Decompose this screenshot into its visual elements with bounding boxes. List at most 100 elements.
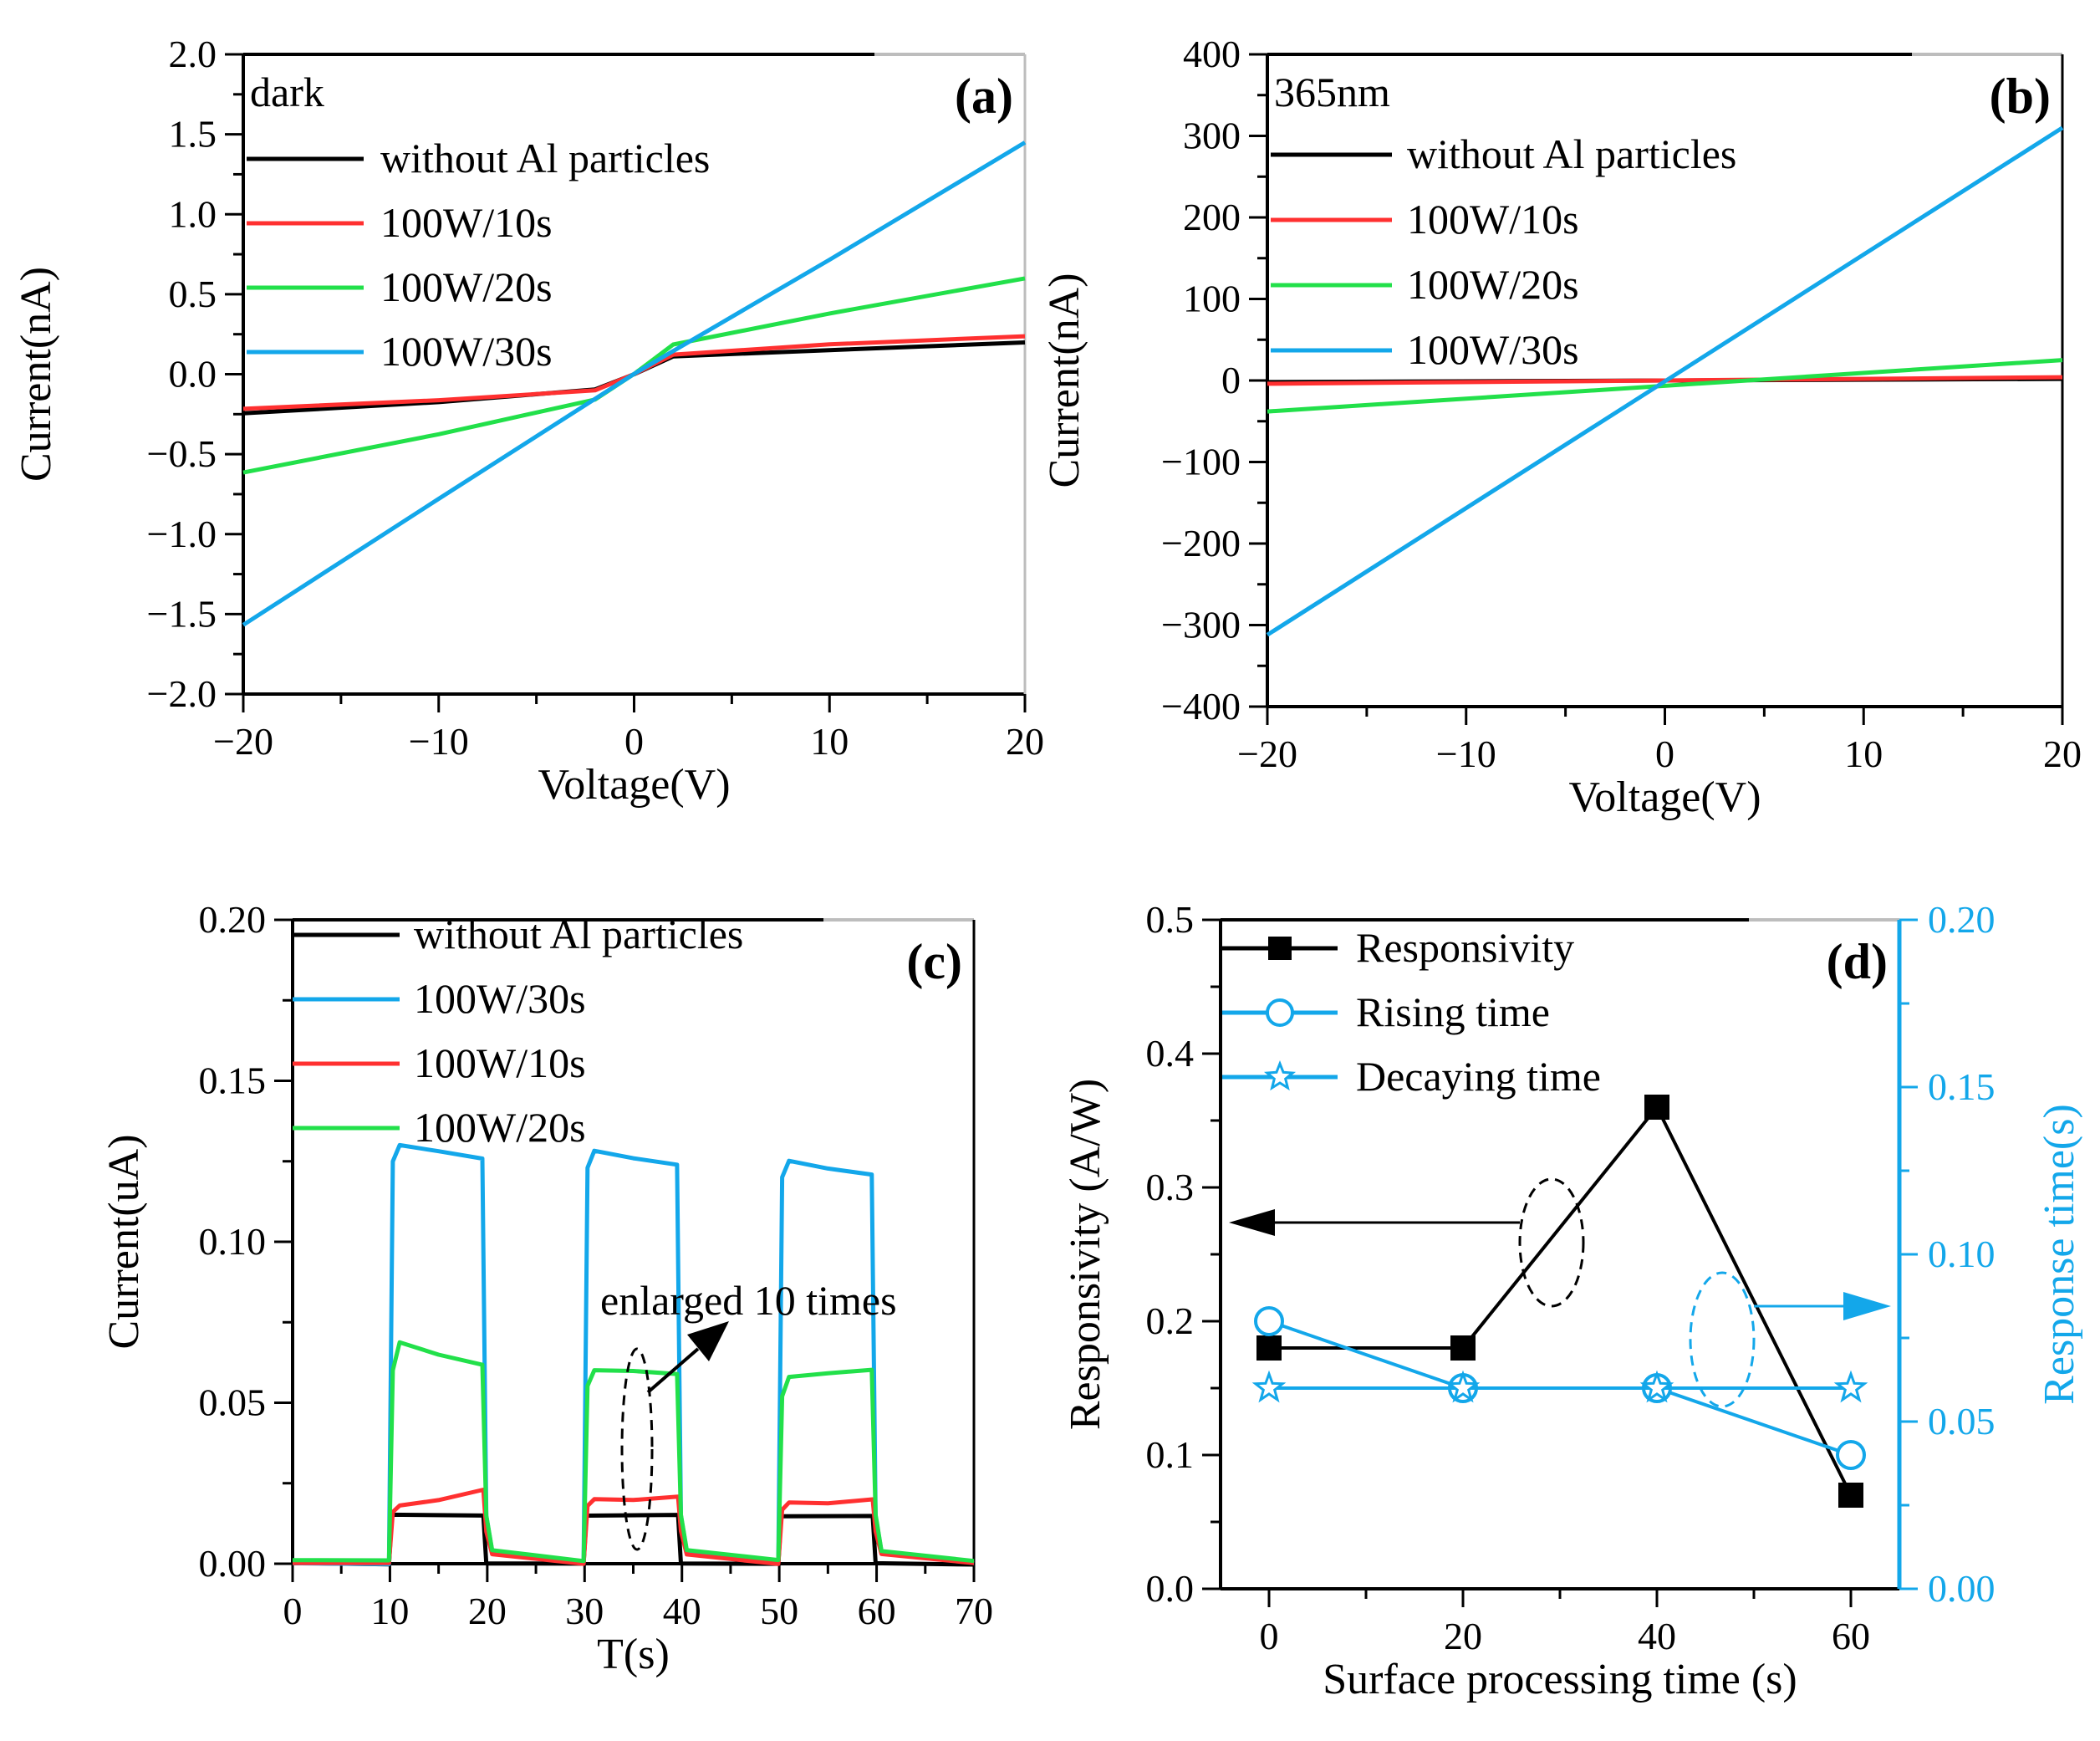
- legend-label: 100W/20s: [414, 1104, 586, 1151]
- x-tick-label: 20: [2043, 733, 2082, 775]
- y2-tick-label: 0.20: [1928, 898, 1996, 941]
- y-tick-label: 0.10: [199, 1220, 267, 1263]
- y-tick-label: 0: [1221, 359, 1241, 401]
- series-line-100w-30s: [292, 1142, 975, 1566]
- chart-panel-2: −20 −10 0 10 20Voltage(V)4003002001000−100−2…: [1041, 33, 2082, 821]
- legend-label: Rising time: [1356, 988, 1550, 1035]
- panel-label: (b): [1990, 69, 2051, 124]
- x-axis-title: T(s): [597, 1631, 670, 1678]
- y-tick-label: 200: [1183, 196, 1241, 238]
- responsivity-marker: [1256, 1335, 1282, 1361]
- panel-label: (d): [1827, 934, 1888, 989]
- legend-marker: [1268, 937, 1292, 960]
- series-line-100w-20s: [1267, 358, 2063, 414]
- x-tick-label: 10: [370, 1590, 409, 1632]
- responsivity-marker: [1838, 1483, 1863, 1508]
- y-tick-label: −100: [1161, 441, 1241, 483]
- y2-tick-label: 0.00: [1928, 1567, 1996, 1610]
- left-axis-arrowhead: [1229, 1209, 1275, 1236]
- legend-label: 100W/10s: [380, 199, 553, 246]
- y-tick-label: −1.0: [147, 513, 217, 555]
- chart-panel-1: −20 −10 0 10 20 Voltage(V) 2.0 1.5 1.0 0.5 0.0 −0.5…: [13, 33, 1044, 809]
- y-tick-label: −400: [1161, 685, 1241, 728]
- x-tick-label: −20: [1237, 733, 1297, 775]
- y2-tick-label: 0.15: [1928, 1065, 1996, 1108]
- x-tick-label: −10: [409, 720, 469, 763]
- x-tick-label: 0: [283, 1590, 303, 1632]
- y2-tick-label: 0.10: [1928, 1233, 1996, 1275]
- y-tick-label: −300: [1161, 604, 1241, 646]
- x-tick-label: 20: [1006, 720, 1044, 763]
- y-tick-label: 0.05: [199, 1381, 267, 1424]
- y-tick-label: 0.2: [1146, 1299, 1195, 1342]
- series-line-responsivity: [1269, 1105, 1853, 1496]
- decaying-time-marker: [1833, 1370, 1868, 1403]
- right-axis-arrowhead: [1843, 1292, 1891, 1320]
- y-axis-title: Responsivity (A/W): [1062, 1079, 1109, 1430]
- x-tick-label: 10: [1844, 733, 1883, 775]
- y-tick-label: 100: [1183, 278, 1241, 320]
- y-tick-label: 0.4: [1146, 1032, 1195, 1075]
- chart-panel-4: 0 20 40 60 Surface processing time (s) 0.5 0.4…: [1062, 898, 2083, 1703]
- legend-label: Decaying time: [1356, 1053, 1601, 1100]
- dashed-ellipse: [620, 1347, 654, 1551]
- series-line-100w-30s: [242, 140, 1027, 627]
- x-tick-label: 50: [760, 1590, 798, 1632]
- legend-label: without Al particles: [380, 135, 710, 181]
- y-tick-label: 1.0: [169, 192, 217, 235]
- y-tick-label: 1.5: [169, 113, 217, 156]
- x-tick-label: −10: [1436, 733, 1496, 775]
- y-tick-label: −2.0: [147, 672, 217, 715]
- condition-label: 365nm: [1274, 69, 1390, 115]
- x-axis-title: Voltage(V): [1568, 773, 1761, 821]
- legend-label: 100W/30s: [1407, 326, 1579, 373]
- x-tick-label: 30: [565, 1590, 604, 1632]
- series-line-100w-10s: [293, 1488, 975, 1566]
- legend-label: without Al particles: [1407, 130, 1736, 177]
- legend-label: 100W/20s: [1407, 261, 1579, 308]
- responsivity-dashed-ellipse: [1518, 1177, 1585, 1308]
- legend-label: Responsivity: [1356, 924, 1574, 971]
- rising-time-marker: [1254, 1306, 1284, 1336]
- x-tick-label: 20: [1444, 1615, 1482, 1657]
- y-tick-label: −200: [1161, 522, 1241, 564]
- y-tick-label: 0.1: [1146, 1433, 1195, 1476]
- series-line-100w-30s: [1266, 125, 2064, 637]
- y-tick-label: 0.5: [169, 273, 217, 315]
- legend-marker: [1266, 998, 1294, 1027]
- x-tick-label: 40: [663, 1590, 701, 1632]
- response-dashed-ellipse: [1689, 1271, 1756, 1408]
- x-tick-label: 0: [1655, 733, 1674, 775]
- legend-label: without Al particles: [414, 911, 743, 957]
- y-tick-label: 0.00: [199, 1542, 267, 1585]
- series-line-without-al-particles: [292, 1512, 975, 1567]
- y-tick-label: −0.5: [147, 432, 217, 475]
- enlarged-annotation: enlarged 10 times: [600, 1277, 897, 1324]
- panel-label: (c): [906, 934, 962, 989]
- legend-label: 100W/10s: [414, 1039, 586, 1086]
- y-tick-label: 0.0: [1146, 1567, 1195, 1610]
- legend-label: 100W/10s: [1407, 196, 1579, 243]
- responsivity-marker: [1450, 1335, 1476, 1361]
- panel-label: (a): [955, 69, 1013, 124]
- y-axis-title: Current(nA): [1041, 273, 1088, 488]
- y-axis-title: Current(nA): [13, 267, 60, 482]
- x-tick-label: 60: [858, 1590, 896, 1632]
- x-axis-title: Voltage(V): [538, 761, 730, 809]
- x-tick-label: 60: [1832, 1615, 1870, 1657]
- x-tick-label: 0: [1260, 1615, 1279, 1657]
- decaying-time-marker: [1639, 1370, 1674, 1403]
- y-tick-label: 0.15: [199, 1059, 267, 1102]
- y-tick-label: 0.3: [1146, 1166, 1195, 1208]
- legend-label: 100W/30s: [380, 328, 553, 375]
- series-line-100w-20s: [292, 1340, 975, 1564]
- legend-label: 100W/20s: [380, 263, 553, 310]
- y-tick-label: 0.5: [1146, 898, 1195, 941]
- decaying-time-marker: [1251, 1370, 1287, 1403]
- x-tick-label: 40: [1638, 1615, 1676, 1657]
- y-tick-label: 0.0: [169, 353, 217, 396]
- x-tick-label: 0: [624, 720, 644, 763]
- annotation-arrowhead: [687, 1321, 729, 1361]
- y-tick-label: 300: [1183, 115, 1241, 157]
